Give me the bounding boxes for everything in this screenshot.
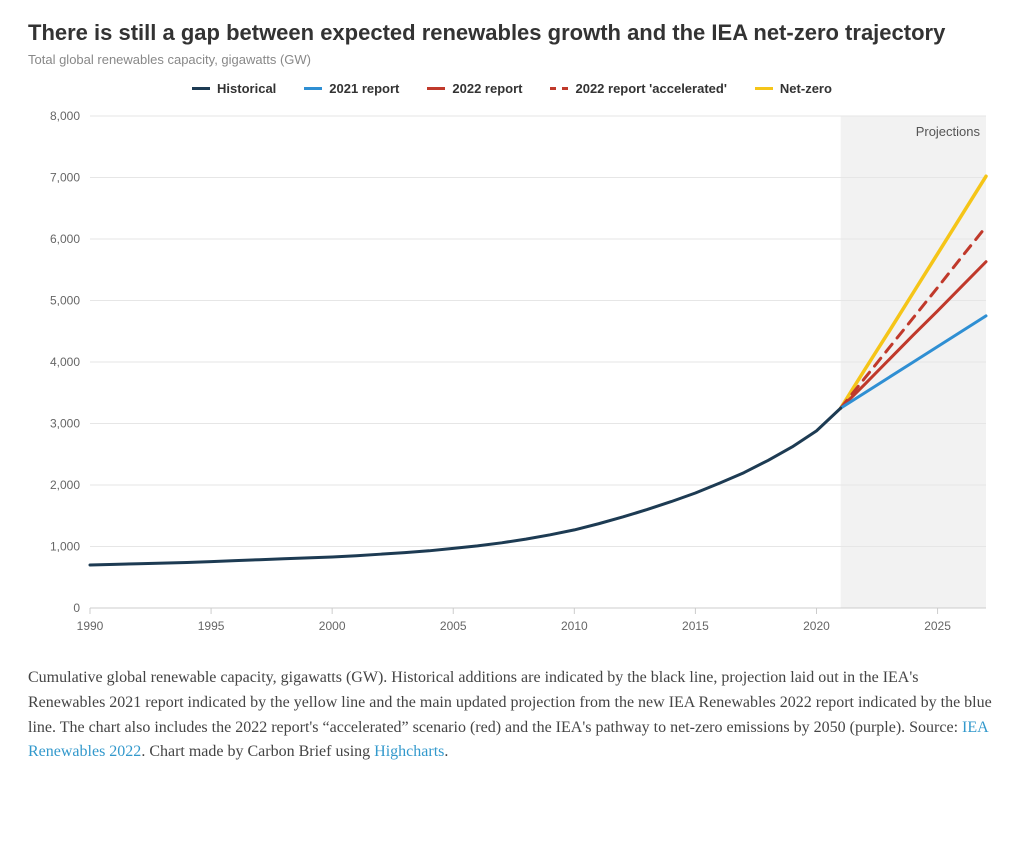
legend-swatch	[304, 87, 322, 90]
chart-caption: Cumulative global renewable capacity, gi…	[28, 666, 996, 765]
legend-item[interactable]: 2022 report 'accelerated'	[550, 81, 726, 96]
legend-swatch	[755, 87, 773, 90]
y-tick-label: 4,000	[50, 355, 80, 369]
y-tick-label: 7,000	[50, 171, 80, 185]
legend-item[interactable]: Net-zero	[755, 81, 832, 96]
x-tick-label: 2005	[440, 619, 467, 633]
legend: Historical 2021 report 2022 report 2022 rep…	[28, 81, 996, 96]
caption-text: .	[444, 743, 448, 760]
legend-swatch	[192, 87, 210, 90]
x-tick-label: 2000	[319, 619, 346, 633]
legend-swatch	[550, 87, 568, 90]
chart-title: There is still a gap between expected re…	[28, 20, 996, 46]
caption-link-highcharts[interactable]: Highcharts	[374, 743, 444, 760]
y-tick-label: 6,000	[50, 232, 80, 246]
chart-subtitle: Total global renewables capacity, gigawa…	[28, 52, 996, 67]
y-tick-label: 2,000	[50, 478, 80, 492]
x-tick-label: 2010	[561, 619, 588, 633]
x-tick-label: 2015	[682, 619, 709, 633]
y-tick-label: 0	[73, 601, 80, 615]
series-line	[90, 408, 841, 565]
legend-item[interactable]: Historical	[192, 81, 276, 96]
legend-item[interactable]: 2021 report	[304, 81, 399, 96]
caption-text: Cumulative global renewable capacity, gi…	[28, 669, 992, 736]
x-tick-label: 2020	[803, 619, 830, 633]
y-tick-label: 1,000	[50, 540, 80, 554]
y-tick-label: 8,000	[50, 109, 80, 123]
x-tick-label: 2025	[924, 619, 951, 633]
legend-label: Historical	[217, 81, 276, 96]
y-tick-label: 3,000	[50, 417, 80, 431]
x-tick-label: 1995	[198, 619, 225, 633]
caption-text: . Chart made by Carbon Brief using	[141, 743, 374, 760]
projections-label: Projections	[916, 124, 981, 139]
line-chart: Projections 0 1,000 2,000 3,000 4,000 5,000 6,0…	[28, 108, 996, 648]
legend-item[interactable]: 2022 report	[427, 81, 522, 96]
legend-label: 2021 report	[329, 81, 399, 96]
legend-label: 2022 report 'accelerated'	[575, 81, 726, 96]
legend-label: Net-zero	[780, 81, 832, 96]
legend-label: 2022 report	[452, 81, 522, 96]
x-tick-label: 1990	[77, 619, 104, 633]
y-tick-label: 5,000	[50, 294, 80, 308]
legend-swatch	[427, 87, 445, 90]
